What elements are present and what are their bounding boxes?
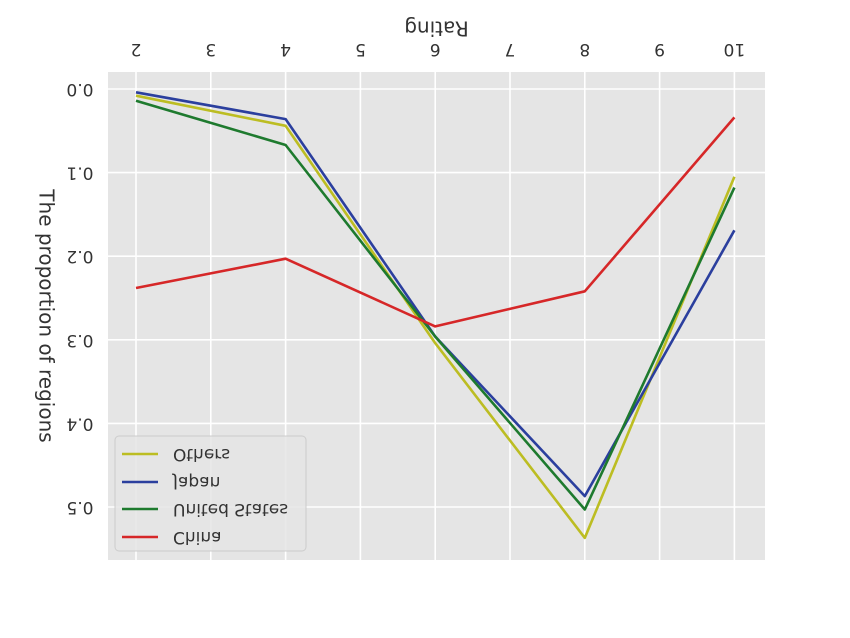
y-axis-label: The proportion of regions [35, 188, 59, 442]
x-tick-label: 7 [505, 39, 516, 59]
series-lines [135, 91, 736, 540]
y-tick-label: 0.1 [66, 163, 93, 183]
tick-labels: 2 3 4 5 6 7 8 9 10 0.0 0.1 0.2 0.3 0.4 0.5 [66, 39, 745, 517]
y-tick-label: 0.0 [66, 79, 93, 99]
grid [108, 72, 765, 560]
series-line-others [135, 94, 736, 540]
legend: Others Japan United States China [114, 435, 307, 552]
y-tick-label: 0.4 [66, 413, 93, 433]
x-tick-label: 4 [280, 39, 291, 59]
series-line-united-states [135, 99, 736, 511]
legend-label: Japan [172, 472, 220, 492]
series-line-china [135, 116, 736, 328]
legend-label: Others [173, 444, 230, 464]
x-tick-label: 2 [131, 39, 142, 59]
x-tick-label: 6 [430, 39, 441, 59]
legend-label: China [173, 527, 222, 547]
y-tick-label: 0.2 [66, 246, 93, 266]
x-tick-label: 3 [205, 39, 216, 59]
x-axis-label: Rating [404, 17, 468, 41]
x-tick-label: 10 [724, 39, 746, 59]
x-tick-label: 8 [579, 39, 590, 59]
x-tick-label: 5 [355, 39, 366, 59]
y-tick-label: 0.5 [66, 497, 93, 517]
legend-label: United States [173, 499, 288, 519]
legend-box [114, 435, 307, 552]
y-tick-label: 0.3 [66, 330, 93, 350]
x-tick-label: 9 [654, 39, 665, 59]
